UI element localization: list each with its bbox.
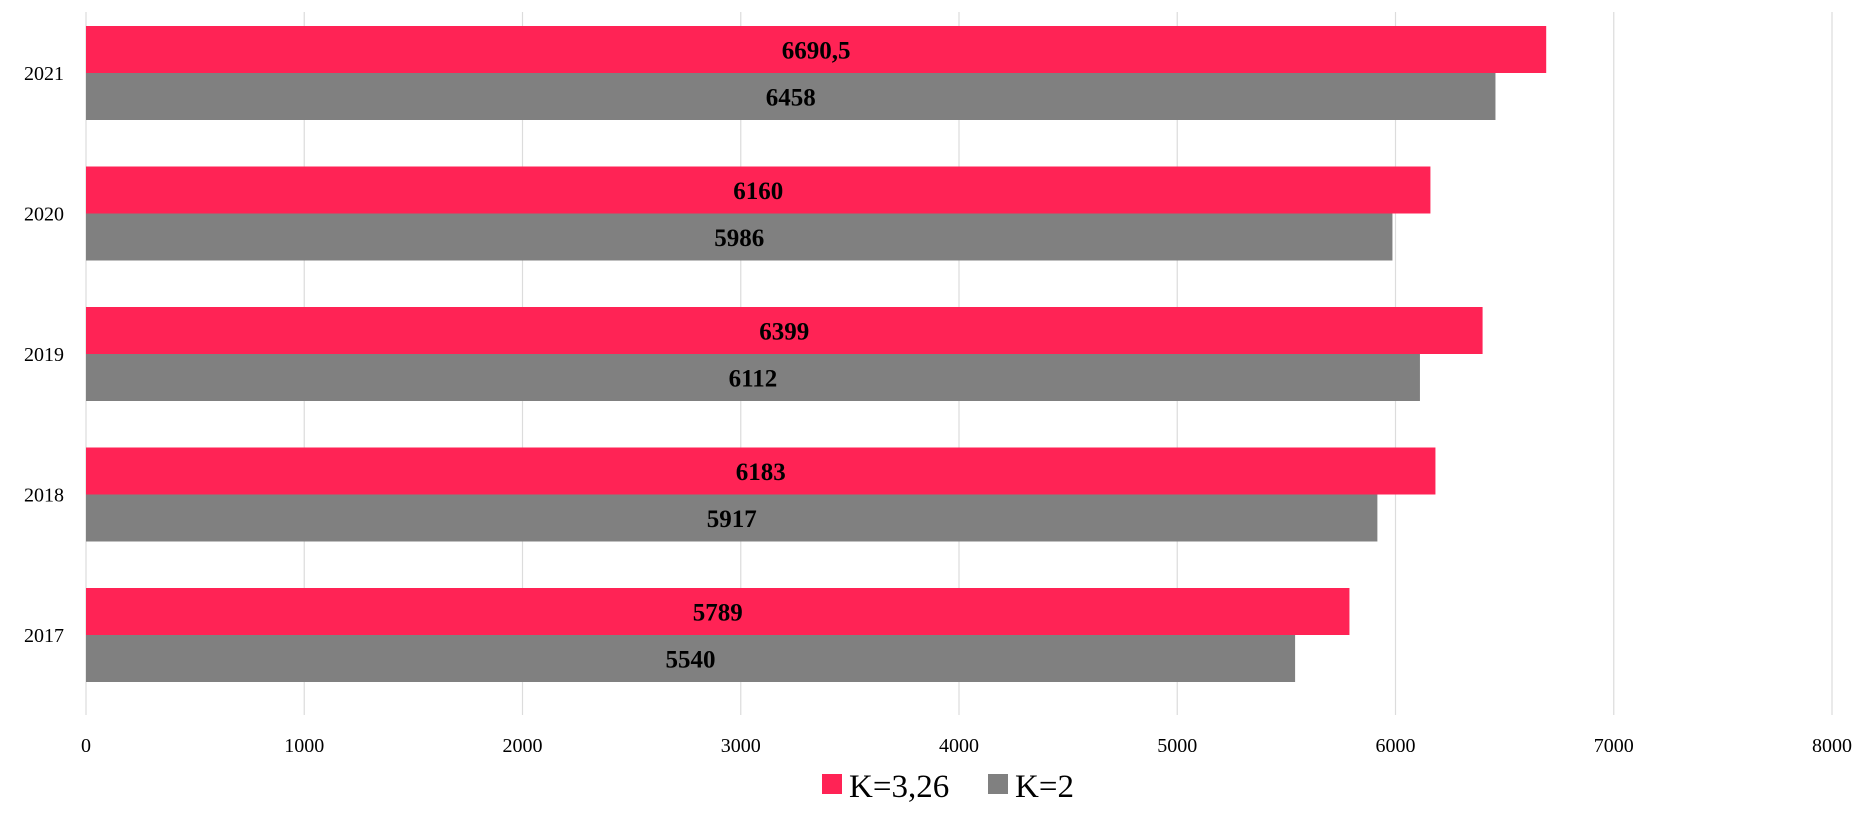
legend: K=3,26 K=2 <box>822 769 1074 805</box>
bar <box>86 447 1436 495</box>
bar <box>86 354 1420 401</box>
data-label: 6399 <box>759 319 809 346</box>
x-axis-tick-labels: 0 1000 2000 3000 4000 5000 6000 7000 8000 <box>81 735 1852 757</box>
x-tick-label: 8000 <box>1812 735 1852 757</box>
data-label: 6690,5 <box>782 38 851 65</box>
bar <box>86 494 1378 542</box>
x-tick-label: 7000 <box>1594 735 1634 757</box>
data-label: 6112 <box>729 366 778 393</box>
bar <box>86 588 1350 635</box>
bar <box>86 307 1483 354</box>
bar <box>86 26 1547 73</box>
data-label: 5540 <box>666 647 716 674</box>
legend-label: K=2 <box>1015 769 1074 805</box>
bar <box>86 213 1393 261</box>
y-axis-category-labels: 2017 2018 2019 2020 2021 <box>24 63 64 647</box>
y-category-label: 2020 <box>24 204 64 226</box>
x-tick-label: 6000 <box>1376 735 1416 757</box>
x-tick-label: 4000 <box>939 735 979 757</box>
legend-label: K=3,26 <box>849 769 949 805</box>
x-tick-label: 3000 <box>721 735 761 757</box>
data-label: 5986 <box>714 225 764 252</box>
y-category-label: 2021 <box>24 63 64 85</box>
y-category-label: 2018 <box>24 485 64 507</box>
legend-swatch <box>988 774 1008 794</box>
data-label: 5917 <box>707 506 757 533</box>
y-category-label: 2017 <box>24 625 64 647</box>
x-tick-label: 1000 <box>284 735 324 757</box>
data-label: 6458 <box>766 85 816 112</box>
data-label: 5789 <box>693 600 743 627</box>
data-labels: 5789 5540 6183 5917 6399 6112 6160 5986 6690,5 64… <box>666 38 851 674</box>
bar <box>86 166 1431 214</box>
y-category-label: 2019 <box>24 344 64 366</box>
x-tick-label: 5000 <box>1157 735 1197 757</box>
x-tick-label: 2000 <box>503 735 543 757</box>
data-label: 6183 <box>736 459 786 486</box>
bar <box>86 635 1296 682</box>
x-tick-label: 0 <box>81 735 91 757</box>
data-label: 6160 <box>733 178 783 205</box>
bar <box>86 73 1496 120</box>
bars <box>86 26 1547 682</box>
legend-swatch <box>822 774 842 794</box>
